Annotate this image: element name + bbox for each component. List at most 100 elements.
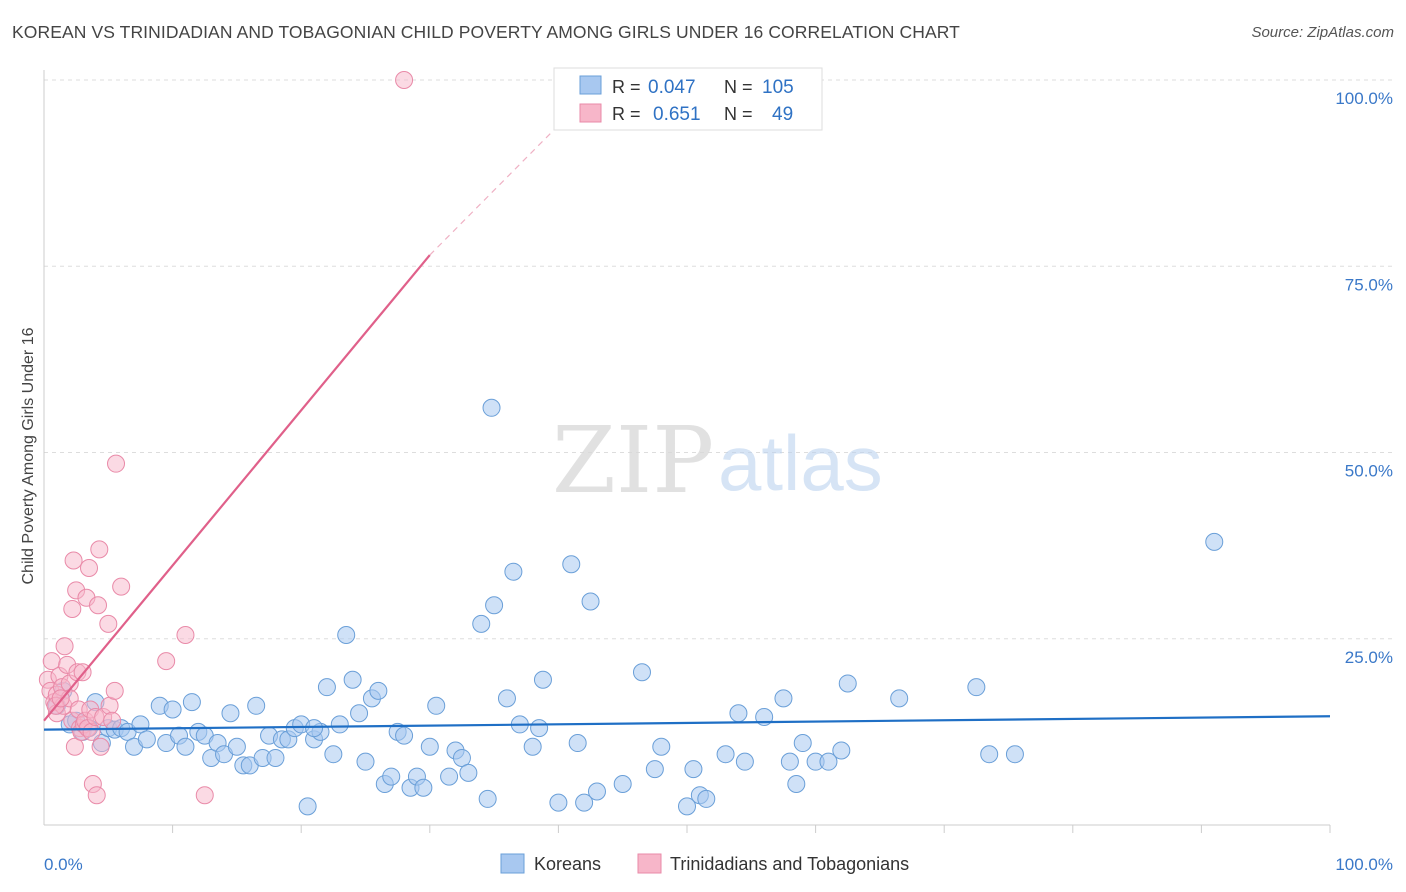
y-tick-label: 75.0%: [1345, 275, 1393, 294]
korean-point: [645, 760, 664, 779]
korean-point: [324, 745, 343, 764]
korean-point: [427, 696, 446, 715]
trini-point: [90, 540, 109, 559]
korean-point: [497, 689, 516, 708]
series-legend: Koreans Trinidadians and Tobagonians: [500, 853, 909, 874]
korean-point: [613, 775, 632, 794]
trini-point: [99, 614, 118, 633]
korean-point: [716, 745, 735, 764]
korean-point: [395, 726, 414, 745]
trini-r-label: R =: [612, 104, 641, 124]
korean-point: [459, 763, 478, 782]
korean-point: [343, 670, 362, 689]
watermark-atlas: atlas: [718, 419, 883, 507]
korean-n-value: 105: [762, 77, 794, 98]
x-tick-label-min: 0.0%: [44, 855, 83, 874]
korean-point: [482, 398, 501, 417]
korean-point: [1205, 532, 1224, 551]
legend-korean-swatch[interactable]: [500, 853, 525, 874]
trini-point: [112, 577, 131, 596]
legend-trini-label[interactable]: Trinidadians and Tobagonians: [670, 854, 909, 874]
korean-point: [472, 614, 491, 633]
korean-point: [247, 696, 266, 715]
trini-point: [55, 637, 74, 656]
trini-point: [157, 652, 176, 671]
korean-point: [485, 596, 504, 615]
trini-point: [65, 737, 84, 756]
y-axis-label: Child Poverty Among Girls Under 16: [20, 327, 37, 584]
korean-point: [684, 760, 703, 779]
source-credit: Source: ZipAtlas.com: [1251, 24, 1394, 41]
legend-trini-swatch[interactable]: [637, 853, 662, 874]
trini-trendline-extension: [429, 79, 604, 256]
trini-point: [105, 681, 124, 700]
korean-point: [317, 678, 336, 697]
trini-n-label: N =: [724, 104, 753, 124]
korean-point: [163, 700, 182, 719]
korean-point: [890, 689, 909, 708]
korean-point: [530, 719, 549, 738]
trini-stats-swatch: [579, 103, 602, 123]
korean-point: [562, 555, 581, 574]
korean-point: [356, 752, 375, 771]
korean-point: [504, 562, 523, 581]
trini-point: [82, 722, 101, 741]
korean-point: [266, 748, 285, 767]
korean-trendline: [43, 715, 1331, 731]
trini-point: [107, 454, 126, 473]
korean-point: [523, 737, 542, 756]
korean-point: [967, 678, 986, 697]
korean-point: [819, 752, 838, 771]
chart-title: KOREAN VS TRINIDADIAN AND TOBAGONIAN CHI…: [12, 22, 960, 42]
korean-n-label: N =: [724, 77, 753, 97]
korean-point: [330, 715, 349, 734]
stats-legend: R = 0.047 N = 105 R = 0.651 N = 49: [553, 67, 823, 131]
trini-point: [80, 558, 99, 577]
korean-point: [337, 626, 356, 645]
korean-point: [575, 793, 594, 812]
korean-r-label: R =: [612, 77, 641, 97]
trini-r-value: 0.651: [653, 104, 701, 125]
korean-point: [478, 789, 497, 808]
korean-stats-swatch: [579, 75, 602, 95]
korean-point: [420, 737, 439, 756]
trini-point: [195, 786, 214, 805]
trini-n-value: 49: [772, 104, 793, 125]
korean-point: [568, 734, 587, 753]
trini-point: [42, 652, 61, 671]
trini-point: [87, 786, 106, 805]
y-tick-label: 100.0%: [1335, 89, 1393, 108]
korean-point: [587, 782, 606, 801]
korean-point: [678, 797, 696, 816]
korean-point: [632, 663, 651, 682]
y-tick-label: 25.0%: [1345, 648, 1393, 667]
korean-point: [452, 748, 471, 767]
korean-point: [440, 767, 459, 786]
korean-point: [414, 778, 433, 797]
korean-point: [221, 704, 240, 723]
korean-point: [581, 592, 600, 611]
korean-point: [787, 775, 806, 794]
korean-point: [176, 737, 195, 756]
gridlines: [44, 79, 1392, 640]
korean-point: [774, 689, 793, 708]
korean-point: [369, 681, 388, 700]
korean-point: [793, 734, 812, 753]
korean-point: [735, 752, 754, 771]
y-tick-label: 50.0%: [1345, 462, 1393, 481]
korean-r-value: 0.047: [648, 77, 696, 98]
trini-point: [103, 711, 122, 730]
korean-point: [697, 789, 716, 808]
trini-points: [38, 71, 414, 805]
korean-point: [533, 670, 552, 689]
korean-point: [382, 767, 401, 786]
korean-point: [227, 737, 246, 756]
trendlines: [43, 79, 1331, 731]
legend-korean-label[interactable]: Koreans: [534, 854, 601, 874]
korean-point: [838, 674, 857, 693]
korean-point: [305, 719, 324, 738]
korean-point: [980, 745, 999, 764]
trini-point: [176, 626, 195, 645]
trini-point: [63, 599, 82, 618]
korean-point: [350, 704, 369, 723]
